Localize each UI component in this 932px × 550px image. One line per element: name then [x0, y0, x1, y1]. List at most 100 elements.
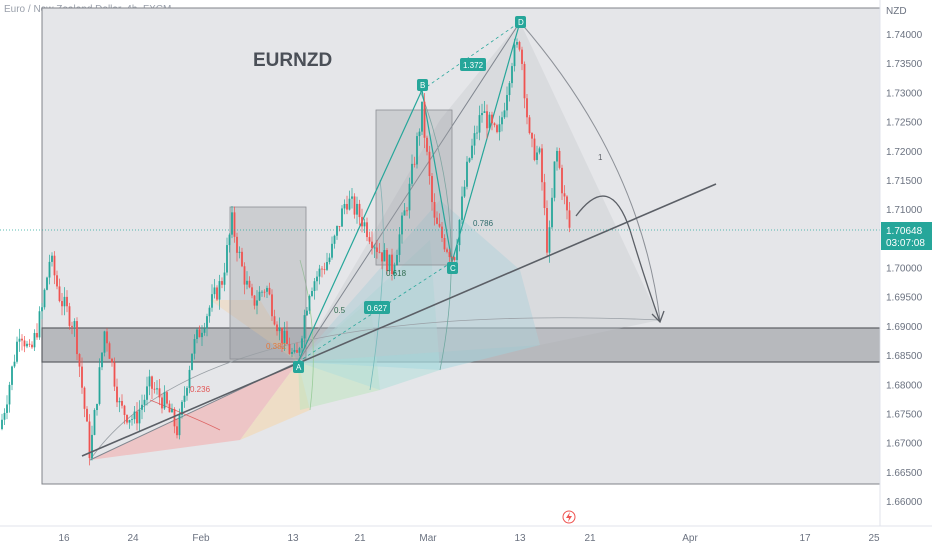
candle-body — [146, 386, 148, 400]
candle-body — [468, 158, 471, 162]
candle-body — [126, 414, 128, 423]
price-tick-label: 1.73500 — [886, 59, 923, 70]
fib-label-1: 1 — [598, 153, 603, 162]
candle-body — [206, 316, 208, 329]
candle-body — [123, 405, 126, 415]
candle-body — [451, 257, 453, 258]
candle-body — [23, 340, 26, 347]
candle-body — [541, 148, 543, 183]
price-tick-label: 1.73000 — [886, 88, 923, 99]
candle-body — [258, 291, 261, 301]
fib-label-0618: 0.618 — [386, 269, 407, 278]
candle-body — [118, 400, 121, 403]
candle-body — [358, 203, 361, 218]
candle-body — [36, 332, 38, 338]
candle-body — [351, 196, 353, 199]
candle-body — [408, 183, 411, 211]
candle-body — [166, 392, 168, 404]
candle-body — [76, 321, 78, 355]
candle-body — [98, 367, 101, 404]
lightning-icon[interactable] — [562, 510, 576, 524]
harmonic-pattern — [297, 21, 521, 363]
svg-text:1.372: 1.372 — [463, 61, 484, 70]
candle-body — [518, 42, 521, 50]
candle-body — [523, 63, 526, 99]
point-c-label: C — [447, 262, 458, 274]
candle-body — [538, 148, 541, 153]
price-axis[interactable]: NZD 1.74000 1.73500 1.73000 1.72500 1.72000 1… — [879, 0, 932, 550]
candle-body — [458, 219, 461, 246]
time-axis[interactable]: 16 24 Feb 13 21 Mar 13 21 Apr 17 25 — [0, 525, 932, 550]
fib-label-0382: 0.382 — [266, 342, 287, 351]
candle-body — [13, 361, 16, 367]
candle-body — [288, 344, 291, 354]
candle-body — [158, 388, 161, 398]
candle-body — [343, 203, 346, 209]
candle-body — [63, 296, 66, 307]
candle-body — [176, 426, 178, 436]
candle-body — [286, 330, 288, 345]
candle-body — [366, 222, 368, 238]
candle-body — [193, 339, 196, 354]
candle-body — [461, 196, 463, 220]
candle-body — [233, 212, 236, 237]
candle-body — [276, 324, 278, 332]
candle-body — [8, 384, 11, 405]
fib-fan — [89, 21, 661, 461]
candle-body — [16, 341, 18, 362]
candle-body — [108, 343, 111, 359]
candle-body — [173, 409, 176, 427]
candle-body — [21, 338, 23, 341]
candle-body — [278, 327, 281, 332]
time-tick-label: 16 — [58, 533, 70, 544]
time-tick-label: 13 — [287, 533, 299, 544]
candle-body — [56, 275, 58, 287]
candle-body — [563, 193, 566, 197]
candle-body — [373, 247, 376, 249]
candle-body — [516, 42, 518, 45]
fib-label-0786: 0.786 — [473, 219, 494, 228]
price-tick-label: 1.74000 — [886, 30, 923, 41]
svg-text:03:07:08: 03:07:08 — [886, 238, 925, 249]
svg-text:1.70648: 1.70648 — [886, 226, 923, 237]
candle-body — [403, 210, 406, 216]
candle-body — [181, 401, 183, 415]
candle-body — [96, 403, 98, 411]
candle-body — [148, 376, 151, 387]
svg-text:D: D — [518, 18, 524, 27]
candle-body — [43, 289, 46, 308]
price-tick-label: 1.68000 — [886, 380, 923, 391]
candle-body — [568, 210, 571, 228]
candle-body — [361, 217, 363, 227]
candle-body — [346, 203, 348, 210]
candle-body — [101, 352, 103, 368]
last-price-label: 1.70648 03:07:08 — [881, 222, 932, 250]
candle-body — [11, 366, 13, 385]
price-tick-label: 1.66500 — [886, 468, 923, 479]
candle-body — [531, 133, 533, 139]
price-tick-label: 1.71000 — [886, 205, 923, 216]
candle-body — [293, 349, 296, 352]
candle-body — [398, 234, 401, 255]
candle-body — [33, 332, 36, 348]
candle-body — [216, 287, 218, 300]
candle-body — [161, 397, 163, 409]
candle-body — [141, 404, 143, 410]
candle-body — [486, 111, 488, 129]
candle-body — [93, 410, 96, 435]
trend-line[interactable] — [81, 183, 717, 457]
candle-body — [83, 387, 86, 409]
candle-body — [498, 124, 501, 133]
candle-body — [311, 291, 313, 296]
candle-body — [143, 399, 146, 405]
candle-body — [506, 95, 508, 111]
candle-body — [391, 254, 393, 275]
candle-body — [236, 236, 238, 253]
candle-body — [416, 136, 418, 165]
time-tick-label: 17 — [799, 533, 811, 544]
candle-body — [256, 300, 258, 306]
candle-body — [536, 152, 538, 160]
candle-body — [423, 101, 426, 138]
candle-body — [253, 295, 256, 306]
